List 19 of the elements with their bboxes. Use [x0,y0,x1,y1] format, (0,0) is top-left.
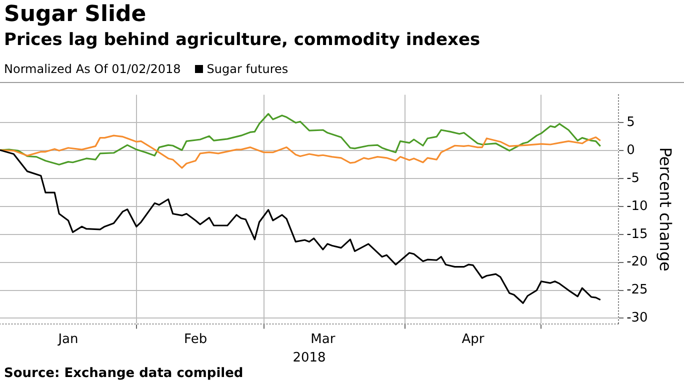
y-tick-label: -25 [626,282,648,298]
x-tick-label: Mar [310,332,336,347]
x-tick-label: Feb [184,332,208,347]
y-tick-label: 0 [626,143,635,158]
chart-subtitle: Prices lag behind agriculture, commodity indexes [4,30,480,50]
legend-title: Normalized As Of 01/02/2018 [4,62,181,76]
x-axis-title: 2018 [292,350,326,366]
y-tick-label: -5 [626,170,640,186]
y-tick-label: -20 [626,254,648,270]
legend-label: Sugar futures [206,62,288,76]
chart-title: Sugar Slide [4,2,146,27]
y-tick-label: 5 [626,115,635,130]
x-tick-label: Jan [57,332,78,347]
source-note: Source: Exchange data compiled [4,366,244,381]
y-axis-title: Percent change [656,147,676,272]
x-tick-label: Apr [462,332,485,347]
y-tick-label: -15 [626,226,648,242]
y-tick-label: -30 [626,310,648,326]
y-tick-label: -10 [626,198,648,214]
